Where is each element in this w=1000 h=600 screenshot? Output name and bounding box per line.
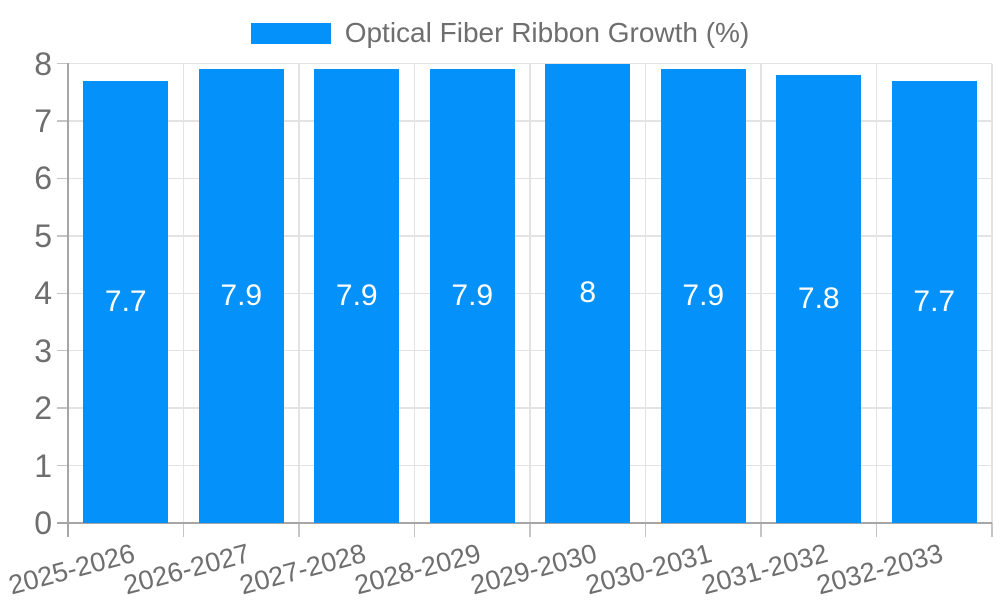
gridline-v [991, 63, 993, 523]
x-axis-tick-label: 2026-2027 [120, 538, 254, 600]
x-axis-tick-label: 2032-2033 [813, 538, 947, 600]
gridline-v [182, 63, 185, 523]
x-axis-tick-label: 2029-2030 [467, 538, 600, 600]
y-axis-tick-label: 2 [34, 390, 52, 427]
gridline-v [413, 63, 416, 523]
bar[interactable] [660, 69, 746, 523]
y-axis-tick-label: 0 [34, 505, 52, 541]
x-axis-tick-label: 2028-2029 [351, 538, 485, 600]
bar[interactable] [198, 69, 284, 523]
gridline-v [644, 63, 647, 523]
x-axis-tick [875, 523, 878, 537]
x-axis-tick-label: 2031-2032 [698, 538, 831, 600]
y-axis-tick-label: 8 [34, 45, 52, 82]
y-axis-line [67, 62, 69, 537]
bar[interactable] [776, 74, 862, 523]
legend-label: Optical Fiber Ribbon Growth (%) [344, 17, 750, 48]
bar[interactable] [545, 63, 631, 523]
y-axis-tick-label: 5 [34, 217, 52, 254]
gridline-v [875, 63, 878, 523]
gridline-v [760, 63, 762, 523]
x-axis-tick [644, 523, 647, 537]
legend[interactable]: Optical Fiber Ribbon Growth (%) [0, 12, 1000, 54]
y-axis-tick-label: 4 [34, 275, 52, 312]
x-axis-tick [760, 523, 762, 537]
bar[interactable] [314, 69, 400, 523]
x-axis-tick [991, 523, 993, 537]
y-axis-tick-label: 3 [34, 332, 52, 369]
y-axis-tick-label: 1 [34, 447, 52, 484]
y-axis-tick-label: 6 [34, 160, 52, 197]
x-axis-tick-label: 2030-2031 [582, 538, 716, 600]
x-axis-tick [298, 523, 300, 537]
legend-swatch [250, 22, 331, 44]
bar[interactable] [429, 69, 515, 523]
x-axis-tick-label: 2027-2028 [236, 538, 369, 600]
gridline-h [68, 62, 992, 65]
gridline-v [529, 63, 531, 523]
x-axis-tick [529, 523, 531, 537]
x-axis-line [57, 522, 992, 524]
x-axis-tick-label: 2025-2026 [5, 538, 138, 600]
y-axis-tick-label: 7 [34, 102, 52, 139]
x-axis-tick [413, 523, 416, 537]
gridline-v [298, 63, 300, 523]
x-axis-tick [182, 523, 185, 537]
bar[interactable] [891, 80, 977, 523]
bar[interactable] [83, 80, 169, 523]
